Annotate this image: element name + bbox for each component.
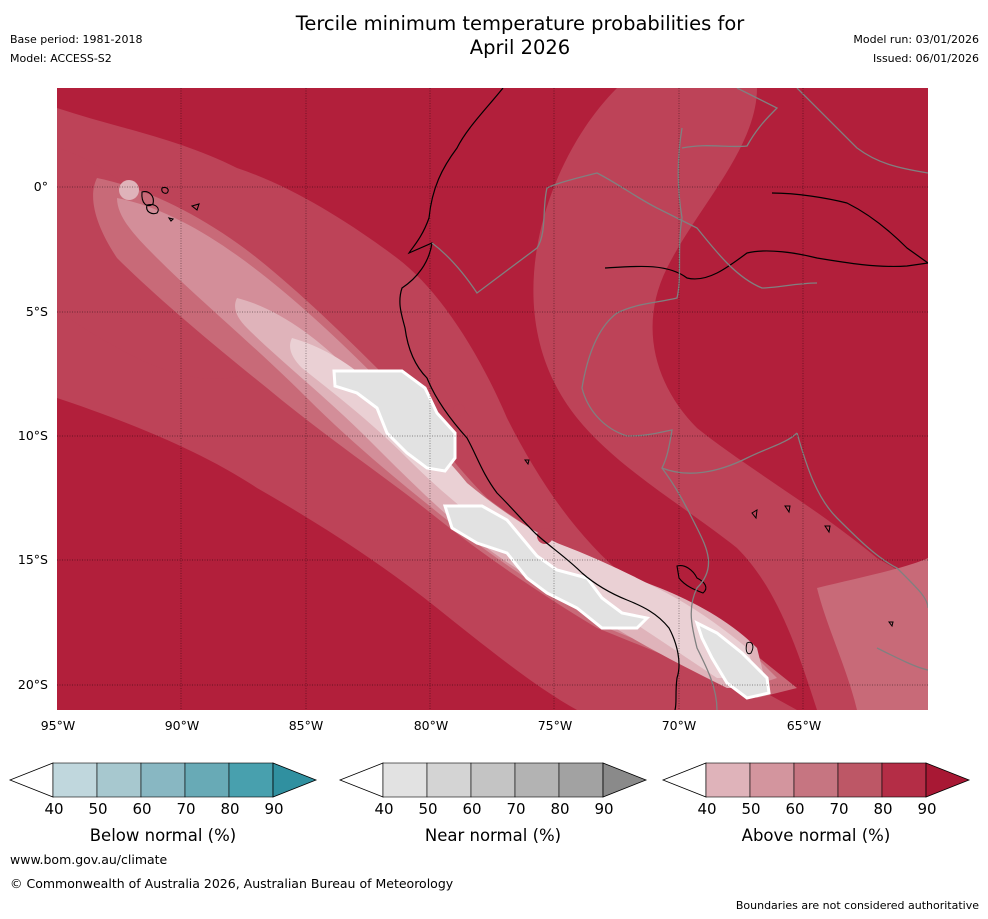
lon-tick-70w: 70°W	[661, 718, 697, 733]
below-tick-60: 60	[132, 800, 152, 818]
footer-url: www.bom.gov.au/climate	[10, 852, 168, 867]
probability-map	[57, 88, 928, 710]
map-title: Tercile minimum temperature probabilitie…	[200, 12, 840, 60]
lon-tick-90w: 90°W	[164, 718, 200, 733]
colorbar-above-swatch-70	[837, 762, 883, 798]
colorbar-above-normal	[661, 762, 971, 798]
below-tick-90: 90	[264, 800, 284, 818]
colorbar-above-lower-extend	[661, 762, 707, 798]
coastline-south-america	[399, 88, 680, 710]
colorbar-near-swatch-50	[426, 762, 472, 798]
colorbar-below-swatch-60	[140, 762, 186, 798]
colorbar-near-lower-extend	[338, 762, 384, 798]
above-tick-90: 90	[917, 800, 937, 818]
lat-tick-15s: 15°S	[17, 552, 48, 567]
lon-tick-85w: 85°W	[288, 718, 324, 733]
colorbar-near-swatch-80	[558, 762, 604, 798]
country-borders	[431, 88, 928, 710]
contour-patch-coast	[537, 528, 553, 544]
near-normal-region-1	[332, 369, 457, 473]
contour-above-80-east	[533, 88, 928, 710]
colorbar-below-normal	[8, 762, 318, 798]
lon-tick-75w: 75°W	[537, 718, 573, 733]
colorbar-above-swatch-60	[793, 762, 839, 798]
colorbar-near-normal	[338, 762, 648, 798]
model-run-text: Model run: 03/01/2026	[853, 33, 979, 46]
above-tick-80: 80	[873, 800, 893, 818]
colorbar-below-swatch-40	[52, 762, 98, 798]
footer-copyright: © Commonwealth of Australia 2026, Austra…	[10, 876, 454, 891]
base-period-text: Base period: 1981-2018	[10, 33, 143, 46]
lake-small-1	[745, 641, 754, 655]
below-tick-70: 70	[176, 800, 196, 818]
graticule	[57, 88, 928, 710]
lat-tick-0: 0°	[33, 179, 48, 194]
contour-patch-coast-2	[453, 404, 465, 416]
colorbar-above-upper-extend	[925, 762, 971, 798]
near-tick-40: 40	[374, 800, 394, 818]
near-normal-region-2	[442, 504, 651, 630]
near-tick-50: 50	[418, 800, 438, 818]
above-tick-70: 70	[829, 800, 849, 818]
colorbar-near-swatch-70	[514, 762, 560, 798]
near-tick-60: 60	[462, 800, 482, 818]
colorbar-above-swatch-40	[705, 762, 751, 798]
colorbar-above-swatch-50	[749, 762, 795, 798]
colorbar-near-swatch-40	[382, 762, 428, 798]
below-tick-40: 40	[44, 800, 64, 818]
above-tick-60: 60	[785, 800, 805, 818]
below-tick-50: 50	[88, 800, 108, 818]
coastline-upper-river	[771, 192, 928, 264]
colorbar-below-label: Below normal (%)	[89, 826, 237, 845]
lat-tick-10s: 10°S	[17, 428, 48, 443]
near-tick-80: 80	[550, 800, 570, 818]
lake-titicaca	[676, 565, 707, 594]
issued-text: Issued: 06/01/2026	[872, 52, 979, 65]
colorbar-near-label: Near normal (%)	[424, 826, 562, 845]
colorbar-near-swatch-60	[470, 762, 516, 798]
lake-small-3	[524, 459, 894, 628]
colorbar-below-upper-extend	[272, 762, 318, 798]
title-line-1: Tercile minimum temperature probabilitie…	[295, 12, 745, 35]
footer-disclaimer: Boundaries are not considered authoritat…	[735, 899, 979, 912]
near-tick-90: 90	[594, 800, 614, 818]
colorbar-below-swatch-50	[96, 762, 142, 798]
colorbar-below-swatch-80	[228, 762, 274, 798]
below-tick-80: 80	[220, 800, 240, 818]
model-text: Model: ACCESS-S2	[10, 52, 112, 65]
above-tick-50: 50	[741, 800, 761, 818]
contour-patch-galapagos	[119, 180, 139, 200]
colorbar-below-lower-extend	[8, 762, 54, 798]
lon-tick-65w: 65°W	[786, 718, 822, 733]
near-tick-70: 70	[506, 800, 526, 818]
title-line-2: April 2026	[469, 36, 571, 59]
lat-tick-20s: 20°S	[17, 677, 48, 692]
contour-above-70-se	[817, 558, 928, 710]
metadata-right: Model run: 03/01/2026 Issued: 06/01/2026	[853, 30, 979, 68]
near-normal-region-3	[694, 620, 771, 700]
lon-tick-95w: 95°W	[40, 718, 76, 733]
colorbar-below-swatch-70	[184, 762, 230, 798]
coastline-amazon	[604, 250, 928, 280]
metadata-left: Base period: 1981-2018 Model: ACCESS-S2	[10, 30, 142, 68]
colorbar-above-swatch-80	[881, 762, 927, 798]
lon-tick-80w: 80°W	[413, 718, 449, 733]
above-tick-40: 40	[697, 800, 717, 818]
colorbar-near-upper-extend	[602, 762, 648, 798]
lake-small-2	[751, 505, 831, 534]
colorbar-above-label: Above normal (%)	[741, 826, 891, 845]
galapagos-islands	[141, 186, 200, 222]
lat-tick-5s: 5°S	[25, 304, 48, 319]
